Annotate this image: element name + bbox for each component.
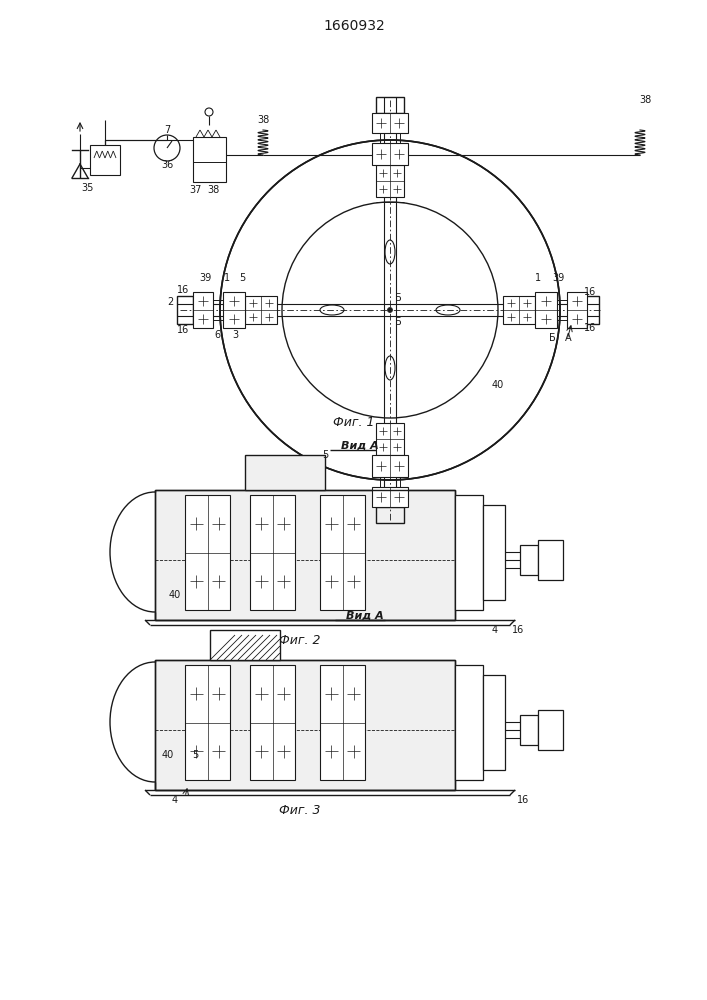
Text: Вид А: Вид А [341, 440, 379, 450]
Text: 3: 3 [232, 330, 238, 340]
Bar [583, 296, 599, 324]
Bar [535, 292, 557, 328]
Bar [90, 145, 120, 175]
Text: 16: 16 [584, 287, 596, 297]
Text: 4: 4 [492, 625, 498, 635]
Text: Б: Б [395, 317, 402, 327]
Bar [250, 495, 295, 610]
Text: 2: 2 [167, 297, 173, 307]
Text: 1: 1 [535, 273, 541, 283]
Text: 39: 39 [552, 273, 564, 283]
Bar [376, 507, 404, 523]
Text: 4: 4 [172, 795, 178, 805]
Text: 1660932: 1660932 [323, 19, 385, 33]
Circle shape [220, 140, 560, 480]
Text: 5: 5 [322, 450, 328, 460]
Bar [380, 133, 400, 143]
Text: 5: 5 [239, 273, 245, 283]
Text: 37: 37 [189, 185, 201, 195]
Bar [520, 545, 538, 575]
Bar [223, 292, 245, 328]
Text: Фиг. 3: Фиг. 3 [279, 804, 321, 816]
Bar [372, 487, 408, 507]
Bar [185, 665, 230, 780]
Bar [520, 715, 538, 745]
Bar [376, 423, 404, 455]
Bar [376, 97, 404, 113]
Bar [155, 490, 455, 620]
Bar [245, 455, 325, 490]
Text: 38: 38 [639, 95, 651, 105]
Bar [567, 292, 587, 328]
Bar [155, 490, 455, 620]
Bar [155, 660, 455, 790]
Text: 16: 16 [584, 323, 596, 333]
Text: 16: 16 [517, 795, 529, 805]
Text: 35: 35 [82, 183, 94, 193]
Bar [372, 113, 408, 133]
Bar [455, 665, 483, 780]
Text: Фиг. 1: Фиг. 1 [333, 416, 375, 428]
Text: 40: 40 [169, 590, 181, 600]
Bar [213, 300, 223, 320]
Text: Б: Б [395, 293, 402, 303]
Text: А: А [565, 333, 571, 343]
Bar [185, 495, 230, 610]
Bar [455, 495, 483, 610]
Bar [372, 143, 408, 165]
Bar [155, 660, 455, 790]
Bar [503, 296, 535, 324]
Text: 16: 16 [177, 285, 189, 295]
Text: 16: 16 [177, 325, 189, 335]
Bar [376, 165, 404, 197]
Bar [538, 710, 563, 750]
Bar [320, 495, 365, 610]
Text: 7: 7 [164, 125, 170, 135]
Circle shape [387, 308, 392, 312]
Text: 16: 16 [512, 625, 524, 635]
Bar [372, 455, 408, 477]
Bar [557, 300, 567, 320]
Text: 38: 38 [207, 185, 219, 195]
Text: 38: 38 [257, 115, 269, 125]
Text: 5: 5 [192, 750, 198, 760]
Bar [193, 292, 213, 328]
Bar [538, 540, 563, 580]
Text: 6: 6 [214, 330, 220, 340]
Bar [320, 665, 365, 780]
Text: 1: 1 [224, 273, 230, 283]
Bar [483, 675, 505, 770]
Text: Фиг. 2: Фиг. 2 [279, 634, 321, 647]
Text: 36: 36 [161, 160, 173, 170]
Bar [483, 505, 505, 600]
Text: 40: 40 [162, 750, 174, 760]
Text: Б: Б [549, 333, 556, 343]
Bar [245, 296, 277, 324]
Bar [210, 630, 280, 660]
Bar [380, 477, 400, 487]
Text: 40: 40 [492, 380, 504, 390]
Bar [177, 296, 193, 324]
Bar [193, 137, 226, 182]
Text: 39: 39 [199, 273, 211, 283]
Text: Вид А: Вид А [346, 610, 384, 620]
Bar [250, 665, 295, 780]
